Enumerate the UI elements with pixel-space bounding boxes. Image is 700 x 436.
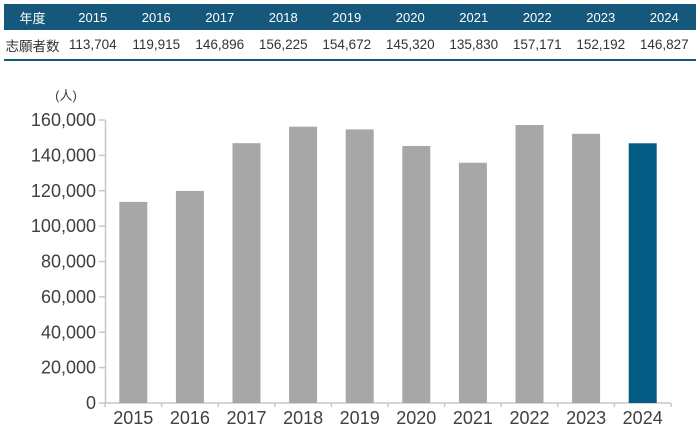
y-tick-label: 20,000 bbox=[41, 358, 96, 378]
applicants-value-cell-2016: 119,915 bbox=[124, 30, 188, 60]
y-tick-label: 80,000 bbox=[41, 252, 96, 272]
applicants-value-cell-2018: 156,225 bbox=[251, 30, 315, 60]
y-tick-label: 140,000 bbox=[31, 145, 96, 165]
bar-2017 bbox=[232, 143, 261, 403]
x-tick-label-2021: 2021 bbox=[453, 408, 493, 428]
applicants-value-cell-2021: 135,830 bbox=[442, 30, 506, 60]
applicants-bar-chart: (人) 0 20,000 40,000 60,000 80,000 100,000 120,0… bbox=[0, 62, 700, 436]
applicants-table: 年度 2015 2016 2017 2018 2019 2020 2021 2022 2023 2… bbox=[4, 4, 696, 61]
year-header-cell-2019: 2019 bbox=[315, 4, 379, 30]
applicants-value-cell-2019: 154,672 bbox=[315, 30, 379, 60]
year-header-cell-2016: 2016 bbox=[124, 4, 188, 30]
bar-2016 bbox=[175, 190, 204, 403]
bar-2022 bbox=[515, 125, 544, 404]
year-header-cell-2018: 2018 bbox=[251, 4, 315, 30]
x-tick-label-2023: 2023 bbox=[566, 408, 606, 428]
x-tick-label-2016: 2016 bbox=[170, 408, 210, 428]
applicants-value-cell-2023: 152,192 bbox=[569, 30, 633, 60]
year-header-cell-2015: 2015 bbox=[61, 4, 125, 30]
bar-2019 bbox=[345, 129, 374, 403]
year-header-cell-2021: 2021 bbox=[442, 4, 506, 30]
x-tick-label-2022: 2022 bbox=[509, 408, 549, 428]
x-tick-label-2017: 2017 bbox=[226, 408, 266, 428]
year-header-cell-2022: 2022 bbox=[505, 4, 569, 30]
y-axis-unit-label: (人) bbox=[55, 88, 77, 103]
year-row-header-cell: 年度 bbox=[4, 4, 61, 30]
x-tick-label-2020: 2020 bbox=[396, 408, 436, 428]
applicants-value-cell-2015: 113,704 bbox=[61, 30, 125, 60]
y-tick-label: 0 bbox=[86, 393, 96, 413]
x-tick-label-2018: 2018 bbox=[283, 408, 323, 428]
x-tick-label-2024: 2024 bbox=[623, 408, 663, 428]
applicants-value-cell-2017: 146,896 bbox=[188, 30, 252, 60]
y-tick-label: 100,000 bbox=[31, 216, 96, 236]
bar-2021 bbox=[458, 162, 487, 403]
applicants-value-cell-2020: 145,320 bbox=[378, 30, 442, 60]
bar-chart-svg: (人) 0 20,000 40,000 60,000 80,000 100,000 120,0… bbox=[31, 88, 672, 428]
y-tick-label: 160,000 bbox=[31, 110, 96, 130]
year-header-cell-2017: 2017 bbox=[188, 4, 252, 30]
year-header-cell-2020: 2020 bbox=[378, 4, 442, 30]
bar-2018 bbox=[289, 126, 318, 403]
table-value-row: 志願者数 113,704 119,915 146,896 156,225 154,672… bbox=[4, 30, 696, 60]
applicants-value-cell-2022: 157,171 bbox=[505, 30, 569, 60]
year-header-cell-2024: 2024 bbox=[632, 4, 696, 30]
y-tick-label: 120,000 bbox=[31, 181, 96, 201]
applicants-row-header-cell: 志願者数 bbox=[4, 30, 61, 60]
bar-2024 bbox=[628, 143, 657, 403]
bar-2023 bbox=[572, 133, 601, 403]
year-header-cell-2023: 2023 bbox=[569, 4, 633, 30]
applicants-value-cell-2024: 146,827 bbox=[632, 30, 696, 60]
bar-2015 bbox=[119, 201, 148, 403]
x-tick-label-2015: 2015 bbox=[113, 408, 153, 428]
table-header-row: 年度 2015 2016 2017 2018 2019 2020 2021 2022 2023 2… bbox=[4, 4, 696, 30]
y-tick-label: 60,000 bbox=[41, 287, 96, 307]
x-tick-label-2019: 2019 bbox=[340, 408, 380, 428]
y-tick-label: 40,000 bbox=[41, 322, 96, 342]
bar-2020 bbox=[402, 145, 431, 403]
